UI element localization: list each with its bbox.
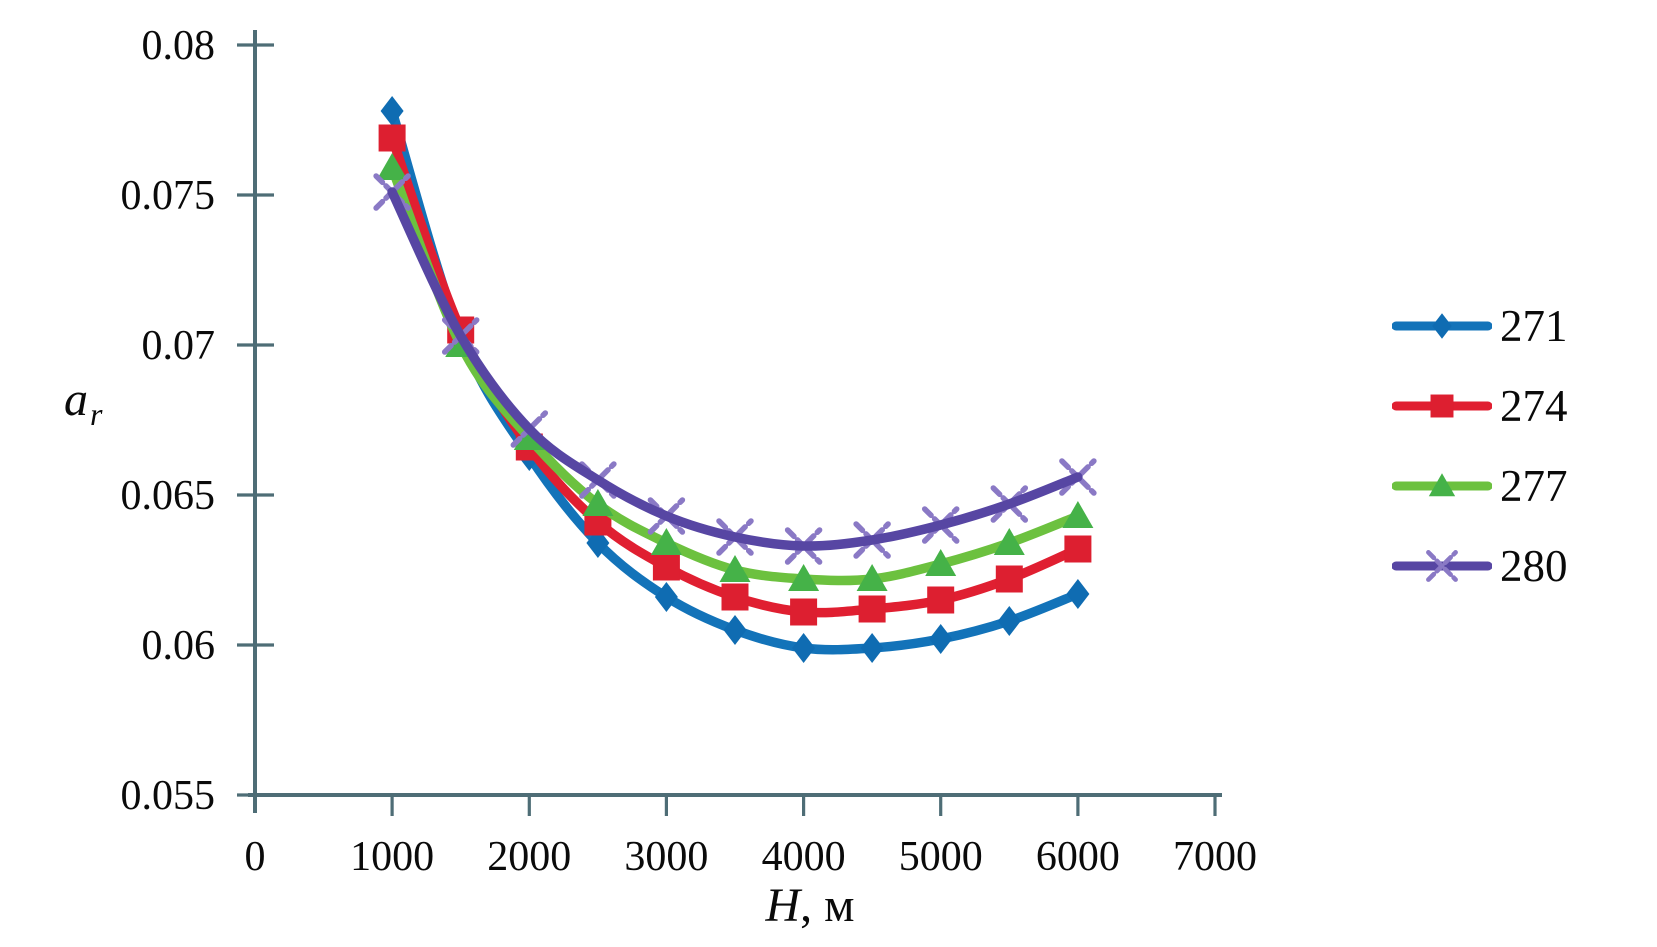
x-axis-title: H, м (660, 878, 960, 933)
x-tick-label: 4000 (762, 834, 846, 880)
data-point-277 (925, 549, 957, 576)
y-tick-label: 0.07 (142, 323, 216, 369)
data-point-274 (378, 124, 406, 152)
data-point-277 (788, 564, 820, 591)
data-point-274 (790, 598, 818, 626)
y-axis-title-sub: r (90, 396, 103, 432)
series-line-277 (387, 163, 1083, 586)
x-tick-label: 2000 (487, 834, 571, 880)
data-point-274 (652, 553, 680, 581)
diamond-marker-icon (792, 633, 816, 663)
legend-label: 277 (1500, 460, 1568, 511)
triangle-marker-icon (719, 555, 751, 582)
legend-swatch-280 (1392, 550, 1492, 582)
triangle-marker-icon (1062, 501, 1094, 528)
legend-item: 271 (1392, 286, 1568, 366)
x-tick-label: 1000 (350, 834, 434, 880)
diamond-marker-icon (929, 624, 953, 654)
square-marker-icon (721, 583, 749, 611)
y-tick-label: 0.06 (142, 623, 216, 669)
data-point-277 (513, 423, 545, 450)
data-point-274 (1064, 535, 1092, 563)
data-point-271 (1066, 579, 1090, 609)
data-point-274 (927, 586, 955, 614)
square-marker-icon (927, 586, 955, 614)
square-marker-icon (790, 598, 818, 626)
legend-marker (1426, 550, 1458, 582)
square-marker-icon (1064, 535, 1092, 563)
data-point-271 (929, 624, 953, 654)
y-axis-title-main: a (64, 373, 88, 426)
legend-swatch-277 (1392, 473, 1492, 497)
triangle-marker-icon (650, 528, 682, 555)
triangle-marker-icon (582, 489, 614, 516)
data-point-274 (858, 595, 886, 623)
data-point-277 (376, 153, 408, 180)
diamond-marker-icon (1432, 313, 1452, 339)
legend-label: 280 (1500, 540, 1568, 591)
legend-marker (1432, 313, 1452, 339)
square-marker-icon (378, 124, 406, 152)
legend-marker (1430, 394, 1454, 418)
data-point-271 (380, 96, 404, 126)
legend-label: 271 (1500, 300, 1568, 351)
data-point-277 (719, 555, 751, 582)
legend-item: 280 (1392, 526, 1568, 606)
data-point-271 (792, 633, 816, 663)
data-point-271 (860, 633, 884, 663)
y-tick-label: 0.065 (121, 473, 216, 519)
triangle-marker-icon (788, 564, 820, 591)
diamond-marker-icon (380, 96, 404, 126)
diamond-marker-icon (1066, 579, 1090, 609)
x-tick-label: 0 (245, 834, 266, 880)
data-point-271 (997, 606, 1021, 636)
x-tick-label: 3000 (624, 834, 708, 880)
diamond-marker-icon (654, 582, 678, 612)
legend-label: 274 (1500, 380, 1568, 431)
square-marker-icon (1430, 394, 1454, 418)
legend-swatch-274 (1392, 394, 1492, 418)
square-marker-icon (995, 565, 1023, 593)
diamond-marker-icon (723, 615, 747, 645)
data-point-277 (856, 564, 888, 591)
data-point-277 (993, 528, 1025, 555)
diamond-marker-icon (997, 606, 1021, 636)
series-line-280 (387, 187, 1083, 551)
legend: 271 274 277 280 (1392, 286, 1568, 606)
triangle-marker-icon (1428, 473, 1456, 497)
triangle-marker-icon (376, 153, 408, 180)
triangle-marker-icon (513, 423, 545, 450)
data-point-277 (1062, 501, 1094, 528)
square-marker-icon (858, 595, 886, 623)
y-axis-title: ar (64, 372, 102, 433)
data-point-274 (721, 583, 749, 611)
triangle-marker-icon (993, 528, 1025, 555)
x-marker-icon (1426, 550, 1458, 582)
legend-item: 277 (1392, 446, 1568, 526)
data-point-277 (650, 528, 682, 555)
legend-swatch-271 (1392, 313, 1492, 339)
x-tick-label: 5000 (899, 834, 983, 880)
y-tick-label: 0.08 (142, 23, 216, 69)
square-marker-icon (652, 553, 680, 581)
triangle-marker-icon (925, 549, 957, 576)
y-tick-label: 0.055 (121, 773, 216, 819)
legend-item: 274 (1392, 366, 1568, 446)
triangle-marker-icon (856, 564, 888, 591)
series-280 (373, 173, 1097, 565)
data-point-271 (654, 582, 678, 612)
x-axis-title-main: H (765, 879, 801, 932)
data-point-271 (723, 615, 747, 645)
legend-marker (1428, 473, 1456, 497)
y-tick-label: 0.075 (121, 173, 216, 219)
x-axis-title-unit: , м (800, 879, 855, 932)
diamond-marker-icon (860, 633, 884, 663)
data-point-277 (582, 489, 614, 516)
x-tick-label: 7000 (1173, 834, 1257, 880)
x-tick-label: 6000 (1036, 834, 1120, 880)
data-point-274 (995, 565, 1023, 593)
